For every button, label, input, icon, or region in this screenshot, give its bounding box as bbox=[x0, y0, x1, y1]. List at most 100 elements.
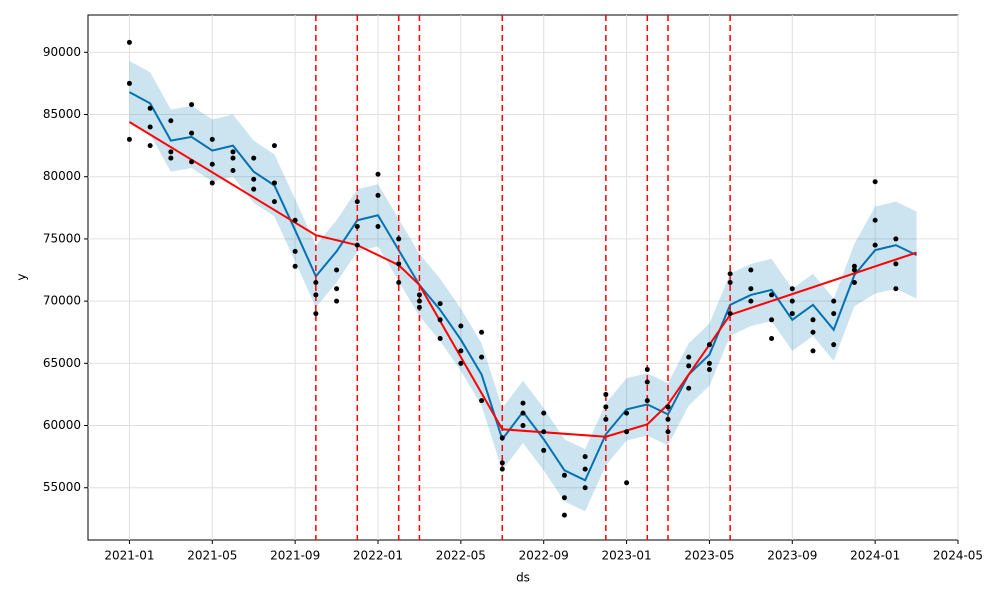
observed-point bbox=[209, 180, 215, 186]
x-tick-label: 2021-05 bbox=[187, 549, 237, 563]
x-tick-label: 2023-09 bbox=[767, 549, 817, 563]
observed-point bbox=[334, 286, 340, 292]
observed-point bbox=[561, 512, 567, 518]
observed-point bbox=[416, 292, 422, 298]
observed-point bbox=[292, 263, 298, 269]
observed-point bbox=[541, 429, 547, 435]
observed-point bbox=[893, 286, 899, 292]
observed-point bbox=[748, 267, 754, 273]
observed-point bbox=[313, 311, 319, 317]
observed-point bbox=[727, 271, 733, 277]
observed-point bbox=[748, 286, 754, 292]
observed-point bbox=[416, 304, 422, 310]
observed-point bbox=[251, 186, 257, 192]
observed-point bbox=[458, 348, 464, 354]
observed-point bbox=[561, 495, 567, 501]
y-tick-label: 80000 bbox=[43, 169, 81, 183]
y-tick-label: 55000 bbox=[43, 480, 81, 494]
observed-point bbox=[727, 279, 733, 285]
observed-point bbox=[375, 192, 381, 198]
observed-point bbox=[334, 298, 340, 304]
observed-point bbox=[727, 311, 733, 317]
y-tick-label: 90000 bbox=[43, 45, 81, 59]
observed-point bbox=[354, 242, 360, 248]
observed-point bbox=[168, 155, 174, 161]
observed-point bbox=[189, 130, 195, 136]
observed-point bbox=[520, 410, 526, 416]
y-tick-label: 70000 bbox=[43, 294, 81, 308]
observed-point bbox=[810, 317, 816, 323]
observed-point bbox=[748, 298, 754, 304]
x-tick-label: 2022-09 bbox=[519, 549, 569, 563]
observed-point bbox=[644, 367, 650, 373]
observed-point bbox=[624, 410, 630, 416]
observed-point bbox=[313, 292, 319, 298]
observed-point bbox=[189, 159, 195, 165]
observed-point bbox=[582, 466, 588, 472]
observed-point bbox=[396, 236, 402, 242]
observed-point bbox=[230, 155, 236, 161]
observed-point bbox=[769, 317, 775, 323]
plot-frame bbox=[87, 14, 959, 541]
observed-point bbox=[209, 161, 215, 167]
observed-point bbox=[644, 398, 650, 404]
observed-point bbox=[396, 261, 402, 267]
observed-point bbox=[789, 311, 795, 317]
observed-point bbox=[893, 261, 899, 267]
observed-point bbox=[872, 242, 878, 248]
observed-point bbox=[168, 118, 174, 124]
y-axis-label: y bbox=[15, 273, 29, 280]
observed-point bbox=[499, 435, 505, 441]
observed-point bbox=[872, 179, 878, 185]
observed-point bbox=[479, 354, 485, 360]
observed-point bbox=[582, 485, 588, 491]
observed-point bbox=[603, 404, 609, 410]
observed-point bbox=[831, 342, 837, 348]
observed-point bbox=[147, 105, 153, 111]
observed-point bbox=[251, 155, 257, 161]
x-tick-label: 2024-01 bbox=[850, 549, 900, 563]
observed-point bbox=[851, 279, 857, 285]
observed-point bbox=[665, 429, 671, 435]
observed-point bbox=[437, 335, 443, 341]
observed-point bbox=[561, 472, 567, 478]
observed-point bbox=[603, 391, 609, 397]
observed-point bbox=[126, 80, 132, 86]
observed-point bbox=[810, 329, 816, 335]
observed-point bbox=[624, 429, 630, 435]
y-tick-label: 75000 bbox=[43, 231, 81, 245]
observed-point bbox=[189, 102, 195, 108]
observed-point bbox=[541, 410, 547, 416]
x-tick-label: 2022-01 bbox=[353, 549, 403, 563]
x-axis-label: ds bbox=[516, 571, 530, 585]
y-tick-label: 65000 bbox=[43, 356, 81, 370]
observed-point bbox=[769, 292, 775, 298]
observed-point bbox=[396, 279, 402, 285]
observed-point bbox=[458, 360, 464, 366]
x-tick-label: 2021-09 bbox=[270, 549, 320, 563]
observed-point bbox=[644, 379, 650, 385]
observed-point bbox=[251, 176, 257, 182]
observed-point bbox=[851, 267, 857, 273]
observed-point bbox=[375, 223, 381, 229]
observed-point bbox=[706, 367, 712, 373]
observed-point bbox=[271, 180, 277, 186]
observed-point bbox=[541, 447, 547, 453]
observed-point bbox=[126, 39, 132, 45]
observed-point bbox=[334, 267, 340, 273]
observed-point bbox=[520, 423, 526, 429]
x-tick-label: 2023-01 bbox=[602, 549, 652, 563]
observed-point bbox=[499, 466, 505, 472]
observed-point bbox=[271, 199, 277, 205]
observed-point bbox=[147, 143, 153, 149]
observed-point bbox=[126, 136, 132, 142]
observed-point bbox=[872, 217, 878, 223]
x-tick-label: 2022-05 bbox=[436, 549, 486, 563]
observed-point bbox=[769, 335, 775, 341]
observed-point bbox=[147, 124, 153, 130]
x-tick-label: 2021-01 bbox=[104, 549, 154, 563]
observed-point bbox=[230, 149, 236, 155]
observed-point bbox=[479, 398, 485, 404]
observed-point bbox=[582, 454, 588, 460]
observed-point bbox=[831, 311, 837, 317]
